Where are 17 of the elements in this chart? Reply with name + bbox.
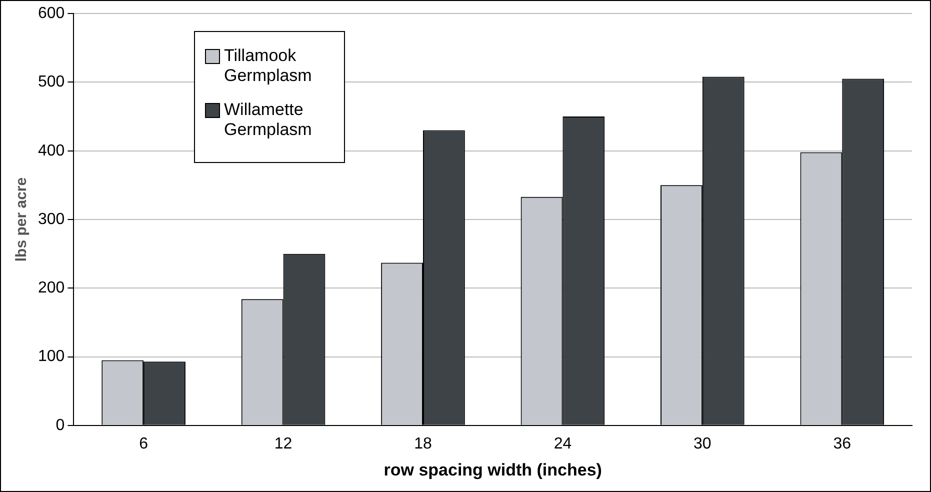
x-tick-label: 24 (554, 435, 572, 452)
legend-label: Willamette Germplasm (224, 100, 313, 140)
y-tick-label: 100 (38, 348, 65, 366)
legend-label: Tillamook Germplasm (224, 46, 313, 86)
y-tick-label: 400 (38, 142, 65, 160)
x-axis-title: row spacing width (inches) (384, 460, 602, 480)
y-tick-label: 0 (56, 416, 65, 434)
y-axis-title: lbs per acre (13, 177, 30, 262)
y-tick-label: 600 (38, 5, 65, 22)
y-tick-label: 200 (38, 280, 65, 297)
y-tick-label: 300 (38, 210, 65, 228)
x-tick-label: 36 (833, 435, 852, 452)
x-tick-label: 6 (139, 435, 148, 452)
y-tick-label: 500 (38, 74, 65, 91)
x-tick-label: 18 (414, 435, 432, 452)
x-tick-label: 12 (274, 435, 292, 452)
x-tick-label: 30 (694, 435, 712, 452)
